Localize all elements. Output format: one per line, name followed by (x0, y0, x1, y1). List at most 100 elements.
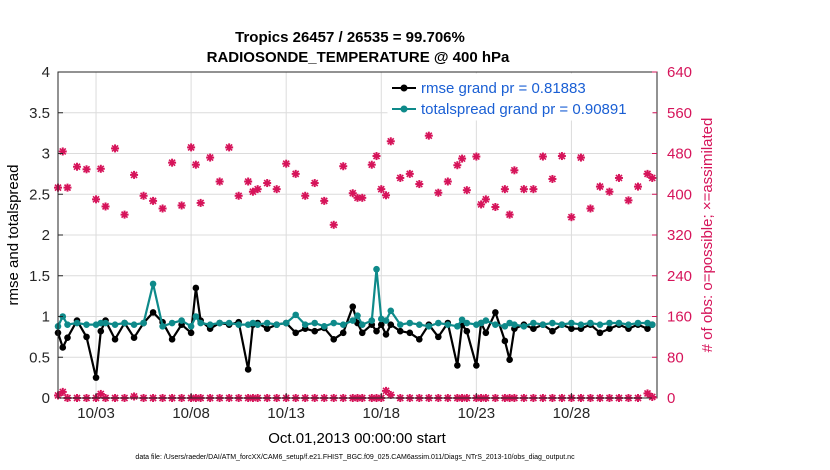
obs-marker-stroke (382, 387, 390, 395)
totalspread-point (530, 319, 537, 327)
x-tick-label: 10/23 (458, 405, 496, 422)
obs-low-point (130, 392, 139, 401)
obs-assimilated-point (313, 182, 316, 186)
totalspread-point (358, 321, 366, 328)
chart-subtitle: RADIOSONDE_TEMPERATURE @ 400 hPa (207, 49, 510, 66)
x-tick-label: 10/08 (172, 405, 210, 422)
x-tick-label: 10/18 (362, 405, 400, 422)
legend-spread-marker (400, 105, 408, 113)
rmse-point (387, 321, 395, 328)
obs-assimilated-point (627, 199, 630, 203)
totalspread-point (511, 321, 518, 328)
totalspread-point (648, 321, 656, 328)
obs-assimilated-point (384, 194, 388, 197)
obs-assimilated-point (356, 197, 359, 200)
obs-assimilated-point (532, 188, 535, 191)
obs-marker-stroke (387, 391, 395, 399)
obs-assimilated-point (151, 200, 155, 204)
totalspread-point (549, 319, 556, 327)
x-axis-label: Oct.01,2013 00:00:00 start (268, 430, 446, 447)
rmse-point (506, 356, 513, 363)
totalspread-point (416, 321, 423, 328)
totalspread-point (254, 321, 261, 328)
obs-assimilated-point (275, 188, 278, 191)
totalspread-point (83, 321, 90, 328)
totalspread-point (263, 319, 271, 327)
obs-assimilated-point (427, 135, 431, 138)
y-right-tick-label: 400 (667, 186, 692, 203)
obs-assimilated-point (132, 174, 136, 178)
totalspread-point (111, 321, 119, 328)
rmse-point (606, 325, 613, 333)
obs-low-point (386, 390, 395, 399)
obs-assimilated-point (513, 170, 516, 173)
grid (58, 72, 657, 398)
totalspread-point (406, 319, 414, 327)
y-right-tick-label: 80 (667, 349, 684, 366)
obs-assimilated-point (304, 195, 307, 198)
totalspread-point (73, 319, 81, 327)
totalspread-point (320, 322, 328, 330)
rmse-point (473, 362, 480, 369)
totalspread-point (454, 322, 461, 330)
obs-assimilated-point (323, 200, 326, 203)
obs-assimilated-point (218, 181, 221, 184)
rmse-point (349, 303, 357, 311)
totalspread-point (425, 322, 433, 330)
rmse-point (382, 331, 390, 338)
obs-assimilated-point (161, 207, 164, 211)
totalspread-point (178, 317, 185, 324)
y-tick-label: 2 (42, 227, 50, 244)
obs-assimilated-point (332, 224, 335, 227)
rmse-point (64, 334, 71, 341)
totalspread-point (121, 319, 128, 327)
totalspread-point (97, 319, 105, 327)
rmse-point (92, 374, 100, 381)
obs-assimilated-point (104, 205, 107, 209)
obs-marker-stroke (59, 388, 67, 396)
obs-assimilated-point (389, 141, 392, 144)
rmse-point (292, 329, 299, 337)
obs-assimilated-point (418, 183, 421, 187)
rmse-point (83, 333, 90, 341)
rmse-line (56, 286, 653, 379)
obs-assimilated-point (113, 148, 117, 151)
totalspread-point (192, 313, 200, 320)
rmse-point (568, 325, 575, 333)
obs-assimilated-point (589, 207, 592, 211)
obs-assimilated-point (508, 213, 511, 217)
legend-box (387, 73, 653, 121)
totalspread-point (606, 319, 613, 327)
y-tick-label: 2.5 (29, 186, 50, 203)
totalspread-point (373, 265, 380, 273)
obs-assimilated-point (465, 189, 469, 192)
totalspread-point (520, 322, 528, 330)
x-tick-label: 10/28 (553, 405, 591, 422)
totalspread-point (539, 321, 547, 328)
obs-assimilated-point (208, 157, 212, 160)
totalspread-point (458, 316, 466, 324)
legend-spread-label: totalspread grand pr = 0.90891 (421, 101, 627, 118)
rmse-point (396, 327, 404, 335)
obs-assimilated-point (484, 198, 488, 202)
tick-layer: 0 0.5 1 1.5 2 2.5 3 3.5 4 0 80 160 240 320 400 480 560 64… (29, 64, 692, 422)
obs-assimilated-point (608, 191, 611, 194)
totalspread-point (225, 319, 233, 327)
totalspread-point (354, 312, 361, 319)
rmse-point (168, 336, 176, 343)
obs-assimilated-point (370, 164, 373, 167)
totalspread-point (435, 319, 442, 327)
legend: rmse grand pr = 0.81883 totalspread gran… (387, 73, 653, 121)
obs-assimilated-point (170, 162, 174, 165)
rmse-point (377, 321, 385, 328)
obs-assimilated-point (408, 173, 411, 177)
rmse-point (149, 309, 157, 316)
obs-assimilated-point (494, 206, 497, 209)
totalspread-point (235, 321, 242, 328)
totalspread-point (311, 319, 319, 327)
rmse-point (501, 337, 509, 345)
totalspread-point (387, 307, 395, 315)
rmse-point (97, 327, 105, 335)
obs-assimilated-point (475, 156, 478, 159)
rmse-point (59, 344, 67, 351)
